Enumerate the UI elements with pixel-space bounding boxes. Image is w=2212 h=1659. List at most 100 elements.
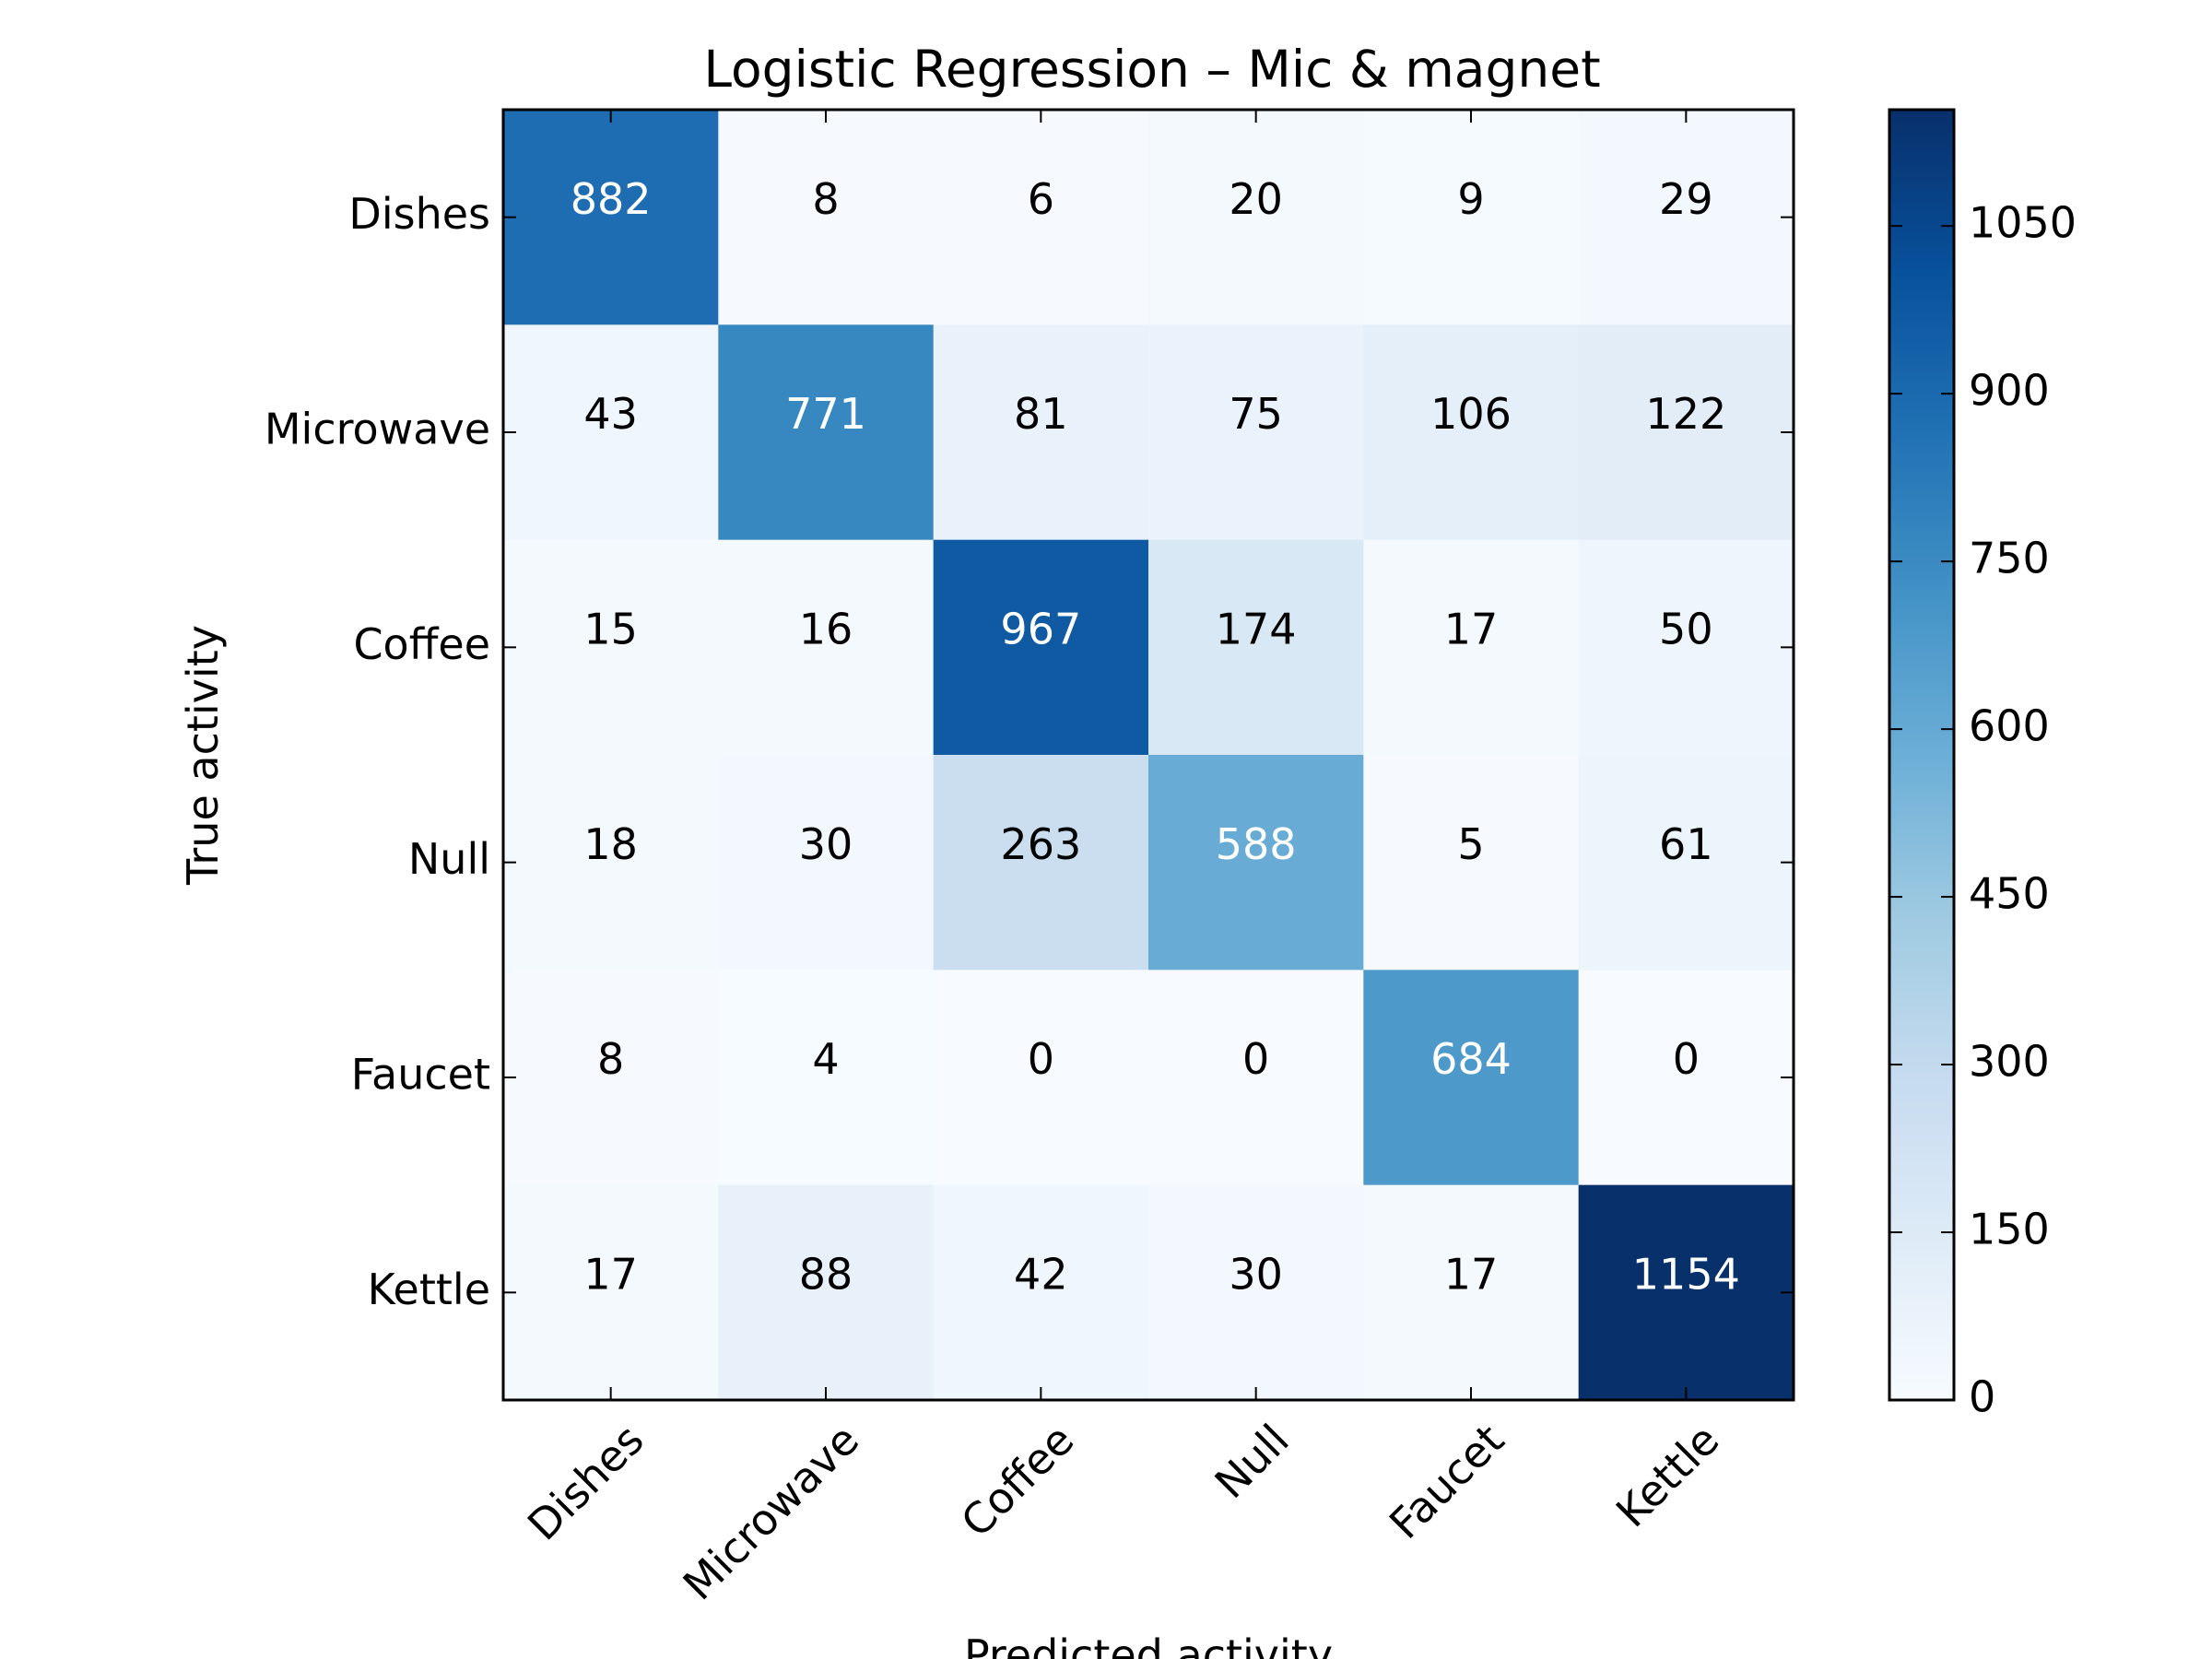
cell-value-label: 106 — [1430, 389, 1512, 439]
colorbar-ticks: 0 150 300 450 600 750 900 1050 — [1889, 198, 2077, 1422]
y-tick-label: Dishes — [348, 189, 490, 239]
heatmap-cell — [718, 324, 935, 541]
x-tick-label: Microwave — [674, 1415, 869, 1610]
cell-value-label: 81 — [1014, 389, 1068, 439]
heatmap-cell — [933, 755, 1149, 971]
heatmap-cell — [1363, 539, 1580, 756]
cell-value-label: 50 — [1659, 605, 1713, 654]
cell-value-label: 771 — [785, 389, 866, 439]
y-axis-label: True activity — [178, 625, 228, 886]
heatmap-cell — [1148, 324, 1364, 541]
cell-value-label: 0 — [1028, 1034, 1054, 1084]
chart-title: Logistic Regression – Mic & magnet — [703, 40, 1600, 99]
cell-value-label: 0 — [1673, 1034, 1700, 1084]
heatmap-cell — [1148, 1184, 1364, 1401]
y-tick-label: Kettle — [368, 1265, 490, 1314]
cell-value-label: 17 — [1444, 605, 1499, 654]
heatmap-cell — [503, 970, 719, 1186]
colorbar-tick-label: 450 — [1969, 869, 2050, 919]
heatmap-cell — [1148, 970, 1364, 1186]
x-tick-label: Coffee — [951, 1415, 1083, 1547]
heatmap-cell — [1578, 324, 1794, 541]
heatmap-cell — [933, 110, 1149, 325]
heatmap-cell — [718, 970, 935, 1186]
colorbar — [1889, 110, 1954, 1400]
y-tick-label: Microwave — [265, 405, 490, 454]
cell-value-label: 5 — [1457, 819, 1484, 869]
cell-value-label: 29 — [1659, 174, 1713, 224]
cell-value-label: 1154 — [1632, 1250, 1740, 1300]
x-tick-label: Faucet — [1380, 1415, 1513, 1548]
x-tick-label: Kettle — [1606, 1415, 1728, 1536]
cell-value-label: 9 — [1457, 174, 1484, 224]
colorbar-tick-label: 1050 — [1969, 198, 2077, 248]
heatmap-cell — [503, 539, 719, 756]
heatmap-cell — [503, 1184, 719, 1401]
heatmap-cell — [1363, 110, 1580, 325]
heatmap-cell — [503, 324, 719, 541]
cell-value-label: 20 — [1229, 174, 1283, 224]
x-axis-label: Predicted activity — [964, 1630, 1333, 1659]
colorbar-frame — [1888, 108, 1956, 1402]
cell-value-label: 4 — [812, 1034, 839, 1084]
cell-value-label: 42 — [1014, 1250, 1068, 1300]
heatmap-cell — [503, 755, 719, 971]
colorbar-tick-label: 150 — [1969, 1205, 2050, 1254]
cell-value-label: 122 — [1645, 389, 1726, 439]
cell-value-label: 174 — [1216, 605, 1297, 654]
axis-ticks — [503, 110, 1794, 1400]
y-tick-label: Null — [408, 834, 490, 884]
cell-value-label: 16 — [799, 605, 853, 654]
cell-value-label: 17 — [1444, 1250, 1499, 1300]
x-tick-labels: Dishes Microwave Coffee Null Faucet Kettle — [518, 1415, 1728, 1610]
y-tick-label: Faucet — [351, 1050, 490, 1100]
heatmap-cell — [1148, 539, 1364, 756]
cell-value-label: 88 — [799, 1250, 853, 1300]
heatmap-cell — [1578, 970, 1794, 1186]
colorbar-tick-label: 750 — [1969, 534, 2050, 583]
heatmap-cell — [1363, 324, 1580, 541]
cell-value-label: 0 — [1242, 1034, 1269, 1084]
heatmap-cell — [718, 755, 935, 971]
colorbar-tick-label: 600 — [1969, 701, 2050, 751]
y-tick-labels: Dishes Microwave Coffee Null Faucet Kettle — [265, 189, 490, 1314]
heatmap-cell — [718, 539, 935, 756]
heatmap-cell — [933, 324, 1149, 541]
cell-value-label: 6 — [1028, 174, 1054, 224]
heatmap-cell — [718, 110, 935, 325]
heatmap-cell — [933, 970, 1149, 1186]
heatmap-cell — [1148, 110, 1364, 325]
heatmap-cell — [1578, 110, 1794, 325]
heatmap-cell — [718, 1184, 935, 1401]
cell-value-label: 18 — [583, 819, 638, 869]
heatmap-cell — [1363, 1184, 1580, 1401]
heatmap-cell — [1148, 755, 1364, 971]
cell-value-label: 8 — [597, 1034, 624, 1084]
heatmap-cell — [1578, 1184, 1794, 1401]
cell-value-label: 263 — [1000, 819, 1081, 869]
colorbar-tick-label: 0 — [1969, 1372, 1995, 1422]
cell-value-label: 882 — [571, 174, 652, 224]
cell-value-label: 75 — [1229, 389, 1283, 439]
colorbar-tick-label: 300 — [1969, 1037, 2050, 1087]
y-tick-label: Coffee — [353, 619, 490, 669]
cell-value-label: 15 — [583, 605, 638, 654]
heatmap-cells — [503, 110, 1794, 1401]
heatmap-cell — [1363, 755, 1580, 971]
x-tick-label: Dishes — [518, 1415, 653, 1550]
heatmap-cell — [1363, 970, 1580, 1186]
x-tick-label: Null — [1206, 1415, 1299, 1508]
cell-value-label: 967 — [1000, 605, 1081, 654]
heatmap-cell — [503, 110, 719, 325]
heatmap-cell — [933, 1184, 1149, 1401]
cell-value-label: 8 — [812, 174, 839, 224]
heatmap-cell — [933, 539, 1149, 756]
plot-frame — [501, 108, 1795, 1402]
colorbar-tick-label: 900 — [1969, 366, 2050, 416]
cell-value-label: 30 — [1229, 1250, 1283, 1300]
cell-value-label: 684 — [1430, 1034, 1512, 1084]
cell-value-label: 17 — [583, 1250, 638, 1300]
cell-value-label: 588 — [1216, 819, 1297, 869]
heatmap-cell — [1578, 755, 1794, 971]
